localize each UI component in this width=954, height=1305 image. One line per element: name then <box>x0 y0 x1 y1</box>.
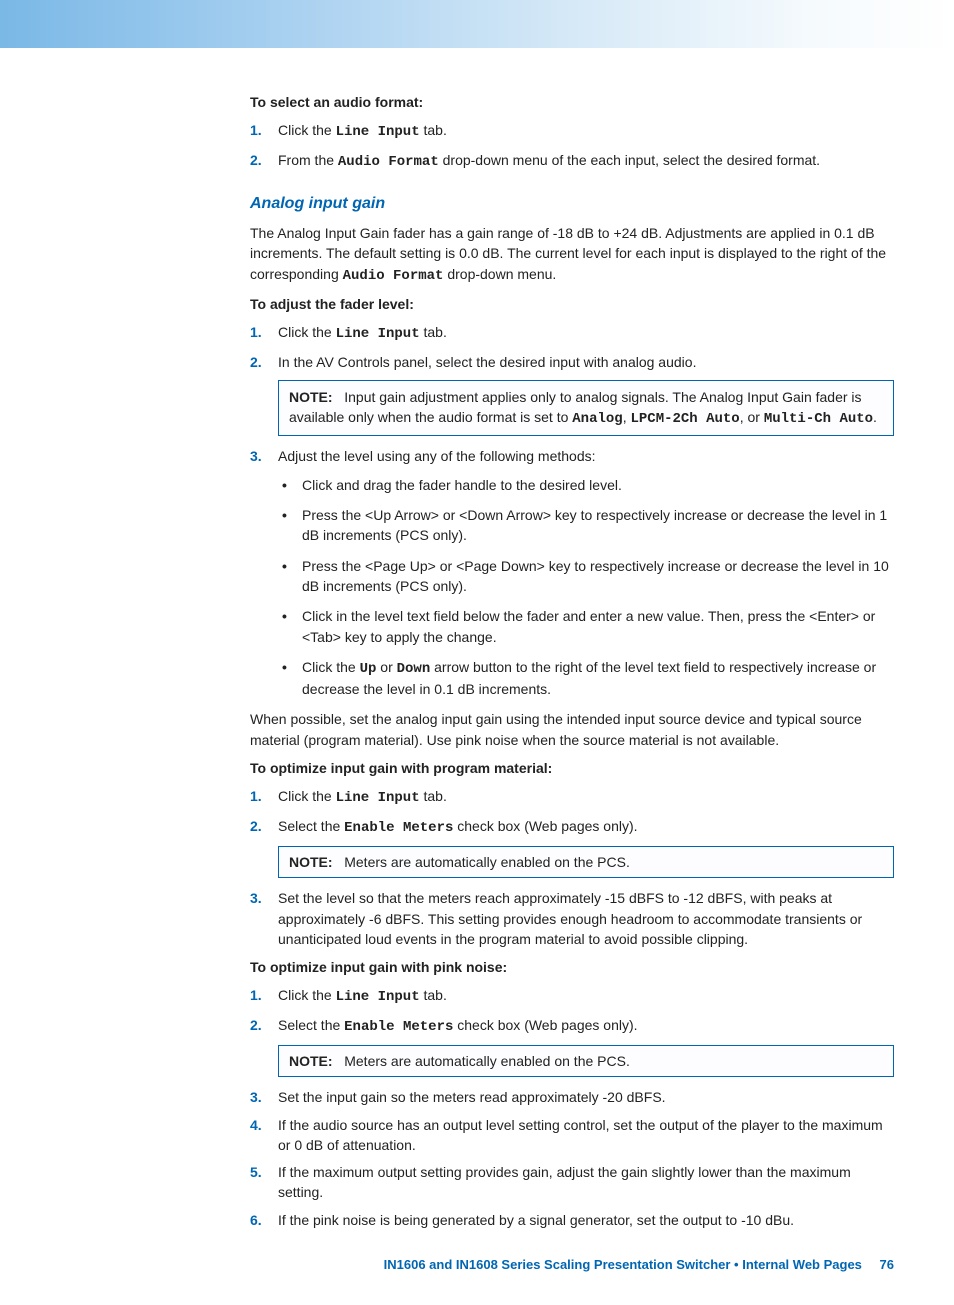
step-text: Select the Enable Meters check box (Web … <box>278 818 638 834</box>
select-audio-format-steps: 1. Click the Line Input tab. 2. From the… <box>250 120 894 172</box>
step-number: 1. <box>250 985 262 1005</box>
list-item: 2. From the Audio Format drop-down menu … <box>250 150 894 172</box>
select-audio-format-heading: To select an audio format: <box>250 92 894 112</box>
step-text: Click the Line Input tab. <box>278 324 447 340</box>
step-number: 3. <box>250 1087 262 1107</box>
step-text: If the pink noise is being generated by … <box>278 1212 794 1228</box>
list-item: 3. Set the input gain so the meters read… <box>250 1087 894 1107</box>
optimize-pinknoise-steps-cont: 3. Set the input gain so the meters read… <box>250 1087 894 1230</box>
note-label: NOTE: <box>289 389 333 405</box>
page-content: To select an audio format: 1. Click the … <box>0 92 954 1305</box>
note-text: Input gain adjustment applies only to an… <box>289 389 877 425</box>
list-item: Click the Up or Down arrow button to the… <box>278 657 894 700</box>
step-text: If the audio source has an output level … <box>278 1117 883 1153</box>
step-text: Select the Enable Meters check box (Web … <box>278 1017 638 1033</box>
list-item: 1. Click the Line Input tab. <box>250 120 894 142</box>
list-item: 2. Select the Enable Meters check box (W… <box>250 1015 894 1037</box>
analog-intro: The Analog Input Gain fader has a gain r… <box>250 223 894 286</box>
note-box: NOTE: Input gain adjustment applies only… <box>278 380 894 437</box>
list-item: 4. If the audio source has an output lev… <box>250 1115 894 1156</box>
step-text: If the maximum output setting provides g… <box>278 1164 851 1200</box>
list-item: Click and drag the fader handle to the d… <box>278 475 894 495</box>
note-text: Meters are automatically enabled on the … <box>344 1053 630 1069</box>
step-text: In the AV Controls panel, select the des… <box>278 354 696 370</box>
optimize-program-steps-cont: 3. Set the level so that the meters reac… <box>250 888 894 949</box>
analog-input-gain-heading: Analog input gain <box>250 192 894 215</box>
optimize-program-steps: 1. Click the Line Input tab. 2. Select t… <box>250 786 894 838</box>
note-text: Meters are automatically enabled on the … <box>344 854 630 870</box>
list-item: 3. Adjust the level using any of the fol… <box>250 446 894 699</box>
list-item: Press the <Up Arrow> or <Down Arrow> key… <box>278 505 894 546</box>
list-item: 2. Select the Enable Meters check box (W… <box>250 816 894 838</box>
note-label: NOTE: <box>289 854 333 870</box>
step-text: Click the Line Input tab. <box>278 987 447 1003</box>
step-text: Click the Line Input tab. <box>278 788 447 804</box>
page-footer: IN1606 and IN1608 Series Scaling Present… <box>250 1256 894 1275</box>
adjust-methods-list: Click and drag the fader handle to the d… <box>278 475 894 700</box>
list-item: 2. In the AV Controls panel, select the … <box>250 352 894 372</box>
step-number: 1. <box>250 786 262 806</box>
step-number: 2. <box>250 150 262 170</box>
step-number: 1. <box>250 322 262 342</box>
list-item: 1. Click the Line Input tab. <box>250 786 894 808</box>
step-number: 5. <box>250 1162 262 1182</box>
list-item: 6. If the pink noise is being generated … <box>250 1210 894 1230</box>
step-number: 1. <box>250 120 262 140</box>
when-possible-text: When possible, set the analog input gain… <box>250 709 894 750</box>
step-number: 3. <box>250 446 262 466</box>
page-number: 76 <box>880 1257 894 1272</box>
note-label: NOTE: <box>289 1053 333 1069</box>
optimize-pinknoise-heading: To optimize input gain with pink noise: <box>250 957 894 977</box>
adjust-fader-steps-cont: 3. Adjust the level using any of the fol… <box>250 446 894 699</box>
note-box: NOTE: Meters are automatically enabled o… <box>278 1045 894 1077</box>
list-item: Press the <Page Up> or <Page Down> key t… <box>278 556 894 597</box>
step-text: Click the Line Input tab. <box>278 122 447 138</box>
optimize-program-heading: To optimize input gain with program mate… <box>250 758 894 778</box>
step-text: Adjust the level using any of the follow… <box>278 448 596 464</box>
adjust-fader-steps: 1. Click the Line Input tab. 2. In the A… <box>250 322 894 372</box>
list-item: 5. If the maximum output setting provide… <box>250 1162 894 1203</box>
list-item: 3. Set the level so that the meters reac… <box>250 888 894 949</box>
step-text: Set the level so that the meters reach a… <box>278 890 862 947</box>
step-number: 3. <box>250 888 262 908</box>
step-number: 6. <box>250 1210 262 1230</box>
step-number: 2. <box>250 352 262 372</box>
optimize-pinknoise-steps: 1. Click the Line Input tab. 2. Select t… <box>250 985 894 1037</box>
adjust-fader-heading: To adjust the fader level: <box>250 294 894 314</box>
header-gradient-bar <box>0 0 954 48</box>
footer-title: IN1606 and IN1608 Series Scaling Present… <box>384 1257 862 1272</box>
list-item: 1. Click the Line Input tab. <box>250 322 894 344</box>
note-box: NOTE: Meters are automatically enabled o… <box>278 846 894 878</box>
step-number: 2. <box>250 816 262 836</box>
list-item: 1. Click the Line Input tab. <box>250 985 894 1007</box>
step-number: 2. <box>250 1015 262 1035</box>
step-number: 4. <box>250 1115 262 1135</box>
step-text: Set the input gain so the meters read ap… <box>278 1089 666 1105</box>
list-item: Click in the level text field below the … <box>278 606 894 647</box>
step-text: From the Audio Format drop-down menu of … <box>278 152 820 168</box>
